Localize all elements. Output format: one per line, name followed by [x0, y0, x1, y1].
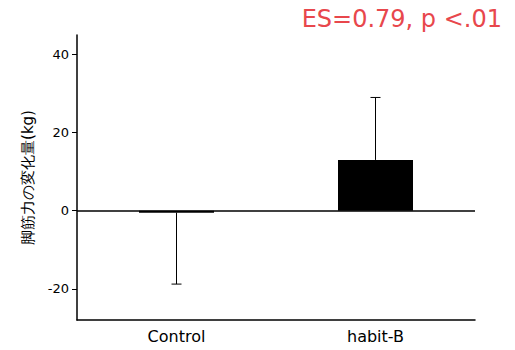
- svg-text:Control: Control: [148, 327, 206, 346]
- svg-text:0: 0: [61, 203, 69, 218]
- svg-text:-20: -20: [48, 281, 69, 296]
- svg-text:20: 20: [52, 125, 69, 140]
- svg-text:40: 40: [52, 47, 69, 62]
- svg-text:habit-B: habit-B: [347, 327, 404, 346]
- svg-text:ES=0.79, p <.01: ES=0.79, p <.01: [302, 5, 502, 33]
- svg-text:脚筋力の変化量(kg): 脚筋力の変化量(kg): [19, 110, 37, 245]
